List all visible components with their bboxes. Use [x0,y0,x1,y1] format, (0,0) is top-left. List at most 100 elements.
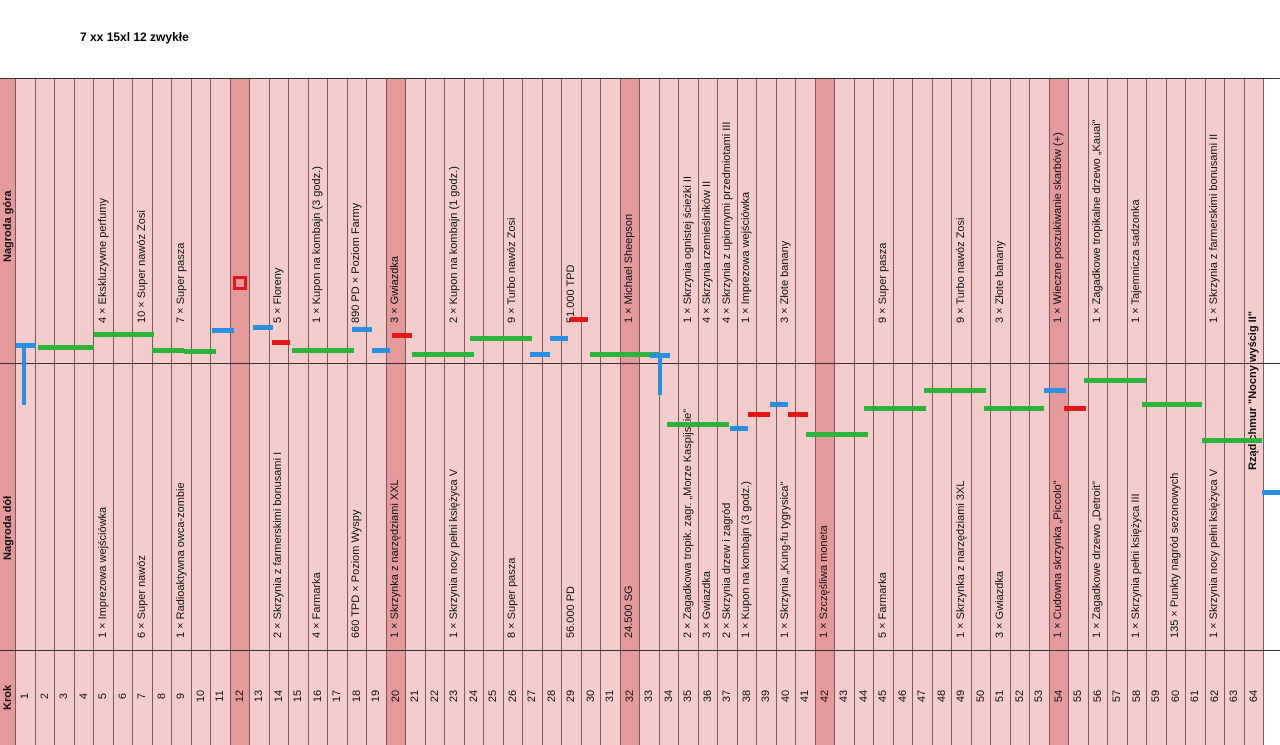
step-number: 57 [1111,689,1124,703]
progress-marker [730,426,748,431]
step-column: 58 [1127,78,1147,745]
step-column: 18 [347,78,367,745]
step-column: 56 [1088,78,1108,745]
step-number: 41 [799,689,812,703]
step-number: 62 [1208,689,1221,703]
progress-marker [864,406,926,411]
step-column: 44 [854,78,874,745]
step-column: 39 [757,78,777,745]
reward-bottom: 24.500 SG [623,585,636,638]
progress-marker [272,340,290,345]
step-column: 22 [425,78,445,745]
step-number: 17 [331,689,344,703]
reward-top: 1 × Kupon na kombajn (3 godz.) [311,166,324,323]
progress-marker [924,388,986,393]
step-number: 16 [311,689,324,703]
step-number: 6 [116,692,129,700]
reward-top: 2 × Kupon na kombajn (1 godz.) [447,166,460,323]
step-column: 28 [542,78,562,745]
step-number: 30 [584,689,597,703]
step-number: 64 [1247,689,1260,703]
progress-marker [550,336,568,341]
reward-top: 9 × Turbo nawóz Zosi [954,217,967,323]
step-number: 58 [1130,689,1143,703]
step-number: 35 [682,689,695,703]
reward-bottom: 2 × Skrzynia z farmerskimi bonusami I [272,451,285,638]
progress-marker [590,352,660,357]
step-column: 27 [523,78,543,745]
reward-bottom: 3 × Gwiazdka [701,571,714,638]
step-column: 23 [445,78,465,745]
step-number: 54 [1052,689,1065,703]
red-square-marker [233,276,247,290]
row-divider-middle [0,363,1280,364]
header-top: Nagroda góra [2,190,14,262]
reward-bottom: 1 × Szczęśliwa moneta [818,525,831,638]
reward-top: 9 × Super pasza [876,242,889,323]
step-column: 13 [250,78,270,745]
step-column: 34 [659,78,679,745]
step-column: 31 [601,78,621,745]
reward-bottom: 1 × Radioaktywna owca-zombie [174,482,187,638]
reward-top: 1 × Skrzynia ognistej ścieżki II [681,175,694,323]
reward-top: 1 × Tajemnicza sadzonka [1130,199,1143,323]
step-number: 49 [955,689,968,703]
reward-bottom: 6 × Super nawóz [135,555,148,638]
step-number: 28 [545,689,558,703]
header-step: Krok [2,684,14,710]
step-number: 13 [253,689,266,703]
step-column: 14 [269,78,289,745]
header-bottom: Nagroda dół [2,495,14,560]
step-column: 33 [640,78,660,745]
step-column: 36 [698,78,718,745]
step-column: 53 [1030,78,1050,745]
step-column: 50 [971,78,991,745]
step-number: 32 [623,689,636,703]
reward-bottom: 1 × Kupon na kombajn (3 godz.) [740,481,753,638]
step-column: 3 [55,78,75,745]
step-column: 25 [484,78,504,745]
reward-bottom: 135 × Punkty nagród sezonowych [1169,472,1182,638]
reward-top: 1 × Wieczne poszukiwanie skarbów (+) [1052,132,1065,323]
reward-bottom: 1 × Skrzynia „Kung-fu tygrysica" [779,481,792,638]
reward-top: 1 × Michael Sheepson [623,213,636,323]
step-number: 42 [818,689,831,703]
reward-bottom: 1 × Skrzynia pełni księżyca III [1130,493,1143,638]
step-column: 5 [94,78,114,745]
step-column: 2 [35,78,55,745]
reward-top: 4 × Skrzynia z upiornymi przedmiotami II… [720,121,733,323]
step-number: 34 [662,689,675,703]
step-column: 61 [1186,78,1206,745]
step-number: 15 [292,689,305,703]
step-number: 52 [1013,689,1026,703]
progress-marker [152,348,184,353]
step-number: 47 [916,689,929,703]
progress-marker [184,349,216,354]
step-column: 12 [230,78,250,745]
reward-top: 7 × Super pasza [174,242,187,323]
step-number: 56 [1091,689,1104,703]
progress-marker [16,343,36,348]
step-number: 5 [97,692,110,700]
progress-connector [22,345,26,405]
step-column: 30 [581,78,601,745]
step-column: 47 [913,78,933,745]
progress-marker [1202,438,1262,443]
header-column [0,78,16,745]
progress-marker [292,348,354,353]
progress-marker [253,325,273,330]
step-number: 44 [857,689,870,703]
step-number: 3 [58,692,71,700]
reward-top: 1 × Zagadkowe tropikalne drzewo „Kauai" [1091,119,1104,323]
step-column: 52 [1010,78,1030,745]
step-number: 26 [506,689,519,703]
reward-bottom: 1 × Zagadkowe drzewo „Detroit" [1091,480,1104,638]
step-column: 6 [113,78,133,745]
reward-bottom: 660 TPD × Poziom Wyspy [350,509,363,638]
reward-bottom: 5 × Farmarka [876,572,889,638]
step-column: 10 [191,78,211,745]
step-number: 63 [1228,689,1241,703]
step-column: 64 [1244,78,1264,745]
step-column: 26 [503,78,523,745]
step-column: 59 [1147,78,1167,745]
